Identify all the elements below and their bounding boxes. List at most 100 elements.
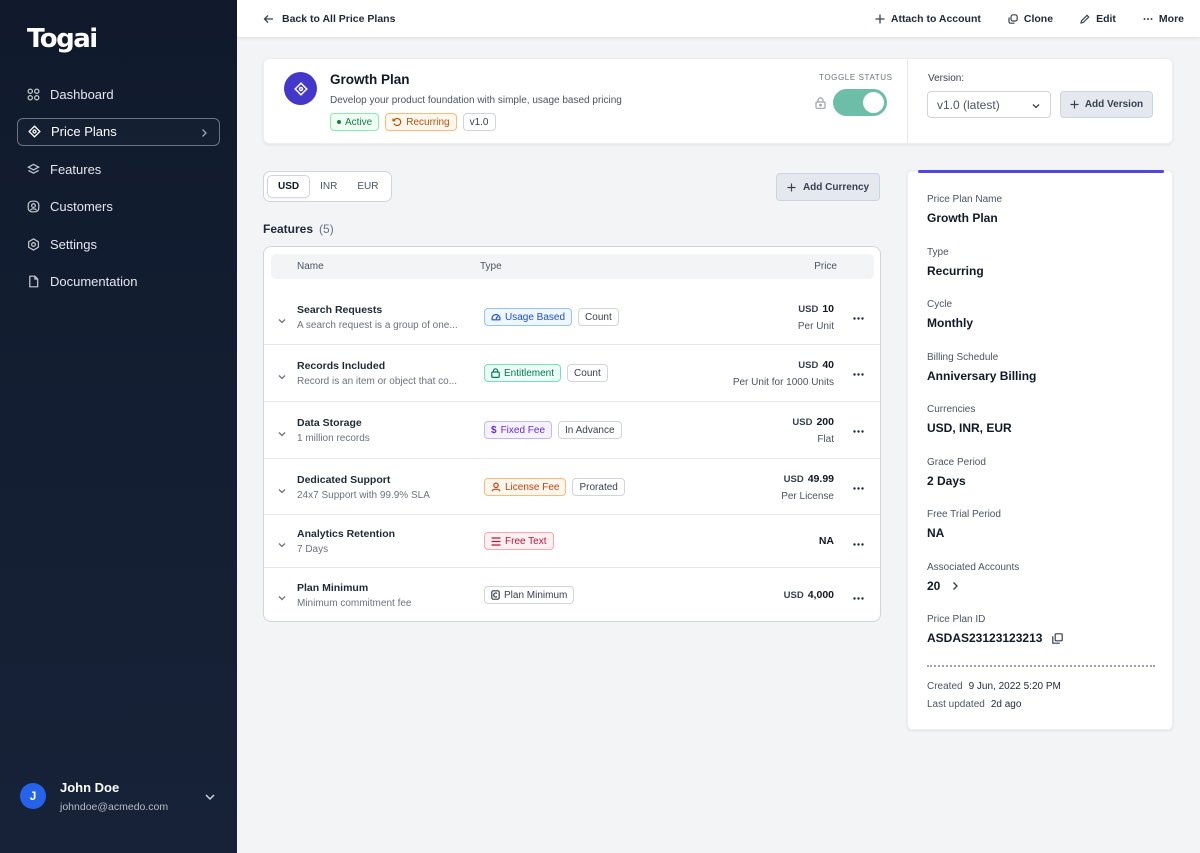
detail-value-row: 20 [927,579,1019,593]
chevron-down-icon[interactable] [277,426,287,444]
plan-description: Develop your product foundation with sim… [330,95,622,106]
chevron-down-icon[interactable] [277,537,287,555]
plus-icon [1070,100,1079,109]
sidebar-item-dashboard[interactable]: Dashboard [17,80,220,108]
refresh-icon [392,117,402,127]
table-row[interactable]: Records Included Record is an item or ob… [264,345,880,402]
price-amount: 40 [822,359,834,371]
feature-price: USD 49.99 [784,473,834,485]
attach-label: Attach to Account [890,13,981,25]
price-currency: USD [798,304,819,315]
version-selected: v1.0 (latest) [937,97,1000,112]
row-more-icon[interactable] [853,422,864,436]
detail-label: Associated Accounts [927,562,1020,573]
feature-description: 7 Days [297,544,329,555]
type-label: Free Text [505,535,547,547]
detail-label: Price Plan ID [927,614,986,625]
sidebar-item-settings[interactable]: Settings [17,230,220,258]
add-currency-button[interactable]: Add Currency [776,173,880,201]
column-header-price: Price [814,261,837,272]
add-currency-label: Add Currency [802,181,870,193]
sidebar-item-label: Price Plans [51,124,117,139]
row-more-icon[interactable] [853,589,864,603]
status-label: Active [345,116,373,128]
gear-icon [26,237,40,251]
chevron-right-icon [199,126,209,141]
detail-label: Free Trial Period [927,509,1001,520]
attach-to-account-button[interactable]: Attach to Account [875,13,981,25]
chevron-down-icon[interactable] [277,369,287,387]
feature-description: 24x7 Support with 99.9% SLA [297,490,430,501]
recurring-badge: Recurring [385,113,457,131]
chevron-down-icon[interactable] [204,790,216,808]
detail-label: Currencies [927,404,976,415]
sidebar-item-label: Customers [50,199,113,214]
type-label: Fixed Fee [500,424,546,436]
table-row[interactable]: Data Storage 1 million records $ Fixed F… [264,402,880,459]
coin-icon [491,590,500,600]
detail-type: Type Recurring [927,247,984,278]
detail-value: 2 Days [927,474,966,488]
status-toggle[interactable] [833,89,887,116]
detail-value-row: ASDAS23123123213 [927,631,1064,645]
column-header-name: Name [297,261,324,272]
user-menu[interactable]: J John Doe johndoe@acmedo.com [20,778,220,818]
row-more-icon[interactable] [853,535,864,549]
clone-button[interactable]: Clone [1008,13,1053,25]
user-circle-icon [26,200,40,214]
edit-button[interactable]: Edit [1080,13,1116,25]
table-row[interactable]: Search Requests A search request is a gr… [264,289,880,345]
currency-tabs: USD INR EUR [263,171,393,202]
type-badge: Usage Based [484,308,573,326]
chevron-right-icon[interactable] [950,581,960,591]
price-currency: USD [783,474,804,485]
version-label: Version: [928,73,965,84]
plus-icon [787,182,796,192]
tab-eur[interactable]: EUR [357,181,379,192]
column-header-type: Type [480,261,502,272]
row-more-icon[interactable] [853,365,864,379]
detail-associated-accounts[interactable]: Associated Accounts 20 [927,562,1019,593]
arrow-left-icon [263,15,273,23]
price-unit: Per Unit [797,321,834,332]
sidebar-item-label: Features [50,161,102,177]
table-row[interactable]: Dedicated Support 24x7 Support with 99.9… [264,459,880,515]
feature-name: Analytics Retention [297,528,396,540]
type-badge: License Fee [484,478,567,496]
feature-types: Usage Based Count [484,308,625,326]
tab-inr[interactable]: INR [320,181,338,192]
copy-icon[interactable] [1052,632,1064,644]
more-label: More [1158,13,1184,25]
price-currency: USD [783,590,804,601]
type-label: Entitlement [504,367,555,379]
chevron-down-icon[interactable] [277,313,287,331]
togai-logo[interactable]: Togai [27,24,98,54]
sub-type-badge: In Advance [558,421,622,439]
sidebar-item-customers[interactable]: Customers [17,193,220,221]
sub-type-badge: Prorated [572,478,625,496]
table-row[interactable]: Plan Minimum Minimum commitment fee Plan… [264,568,880,621]
table-row[interactable]: Analytics Retention 7 Days Free Text NA [264,515,880,568]
add-version-button[interactable]: Add Version [1060,91,1153,118]
type-badge: Free Text [484,532,554,550]
type-label: License Fee [505,481,560,493]
more-button[interactable]: More [1143,13,1184,25]
feature-description: 1 million records [297,433,370,444]
detail-currencies: Currencies USD, INR, EUR [927,404,1012,435]
tab-usd[interactable]: USD [267,175,311,198]
row-more-icon[interactable] [853,309,864,323]
detail-value: NA [927,526,945,540]
chevron-down-icon[interactable] [277,590,287,608]
plus-icon [875,14,885,24]
version-select[interactable]: v1.0 (latest) [927,91,1051,118]
row-more-icon[interactable] [853,479,864,493]
price-unit: Per Unit for 1000 Units [732,377,834,388]
sidebar-nav: Dashboard Price Plans Features Customers [17,80,220,305]
price-unit: Per License [781,491,834,502]
sidebar-item-documentation[interactable]: Documentation [17,268,220,296]
chevron-down-icon[interactable] [277,483,287,501]
user-name: John Doe [60,780,120,795]
back-link[interactable]: Back to All Price Plans [263,13,395,25]
sidebar-item-features[interactable]: Features [17,155,220,183]
sidebar-item-price-plans[interactable]: Price Plans [17,117,220,146]
